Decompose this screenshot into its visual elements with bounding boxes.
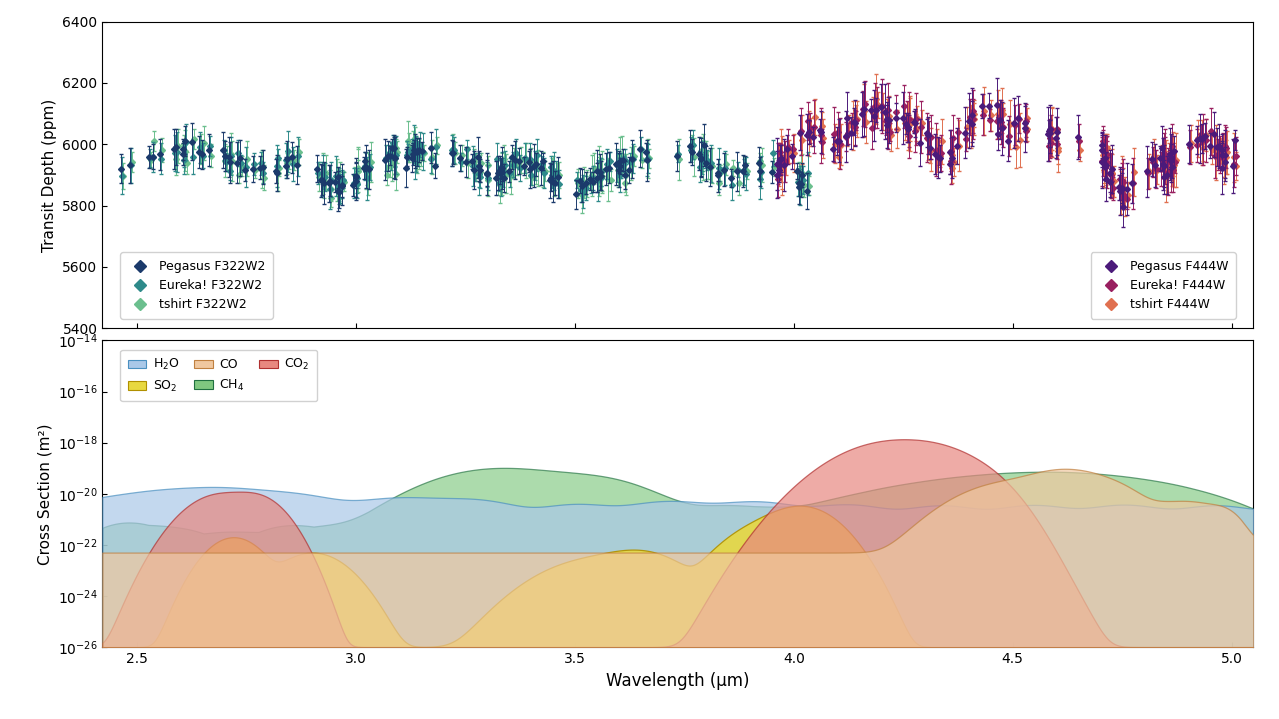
Legend: Pegasus F444W, Eureka! F444W, tshirt F444W: Pegasus F444W, Eureka! F444W, tshirt F44… <box>1091 252 1236 319</box>
Y-axis label: Transit Depth (ppm): Transit Depth (ppm) <box>42 99 56 252</box>
Legend: H$_2$O, SO$_2$, CO, CH$_4$, CO$_2$: H$_2$O, SO$_2$, CO, CH$_4$, CO$_2$ <box>120 349 317 401</box>
X-axis label: Wavelength (μm): Wavelength (μm) <box>606 672 749 690</box>
Y-axis label: Cross Section (m²): Cross Section (m²) <box>37 423 52 564</box>
